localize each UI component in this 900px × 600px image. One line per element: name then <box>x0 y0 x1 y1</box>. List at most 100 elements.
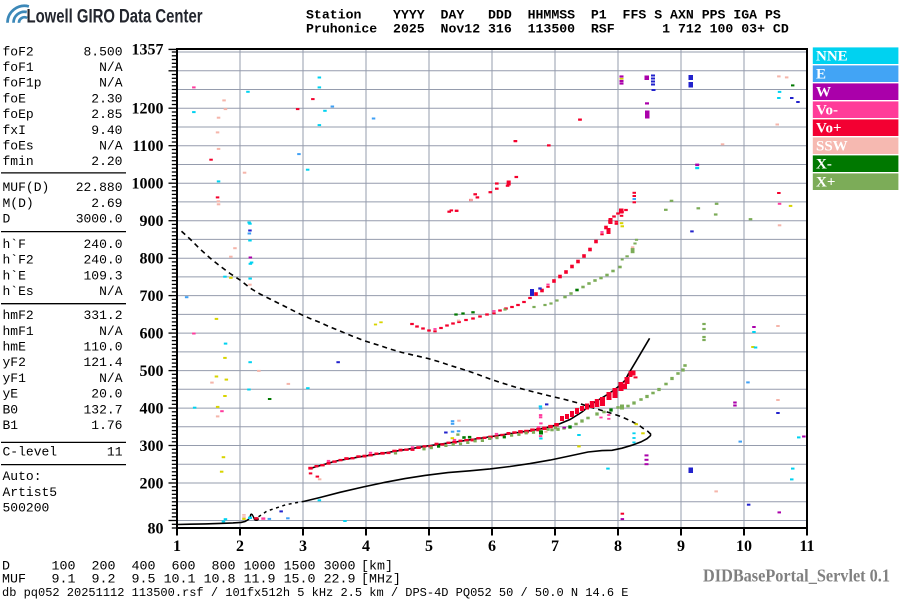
svg-text:80: 80 <box>148 520 164 537</box>
svg-text:Artist5: Artist5 <box>3 485 58 500</box>
svg-text:3000.0: 3000.0 <box>76 212 123 227</box>
svg-text:1000: 1000 <box>244 559 276 574</box>
svg-text:900: 900 <box>140 213 164 230</box>
svg-text:yE: yE <box>3 387 19 402</box>
svg-text:foF1: foF1 <box>3 60 34 75</box>
svg-text:h`Es: h`Es <box>3 284 34 299</box>
svg-text:1: 1 <box>173 538 181 555</box>
svg-text:400: 400 <box>140 400 164 417</box>
svg-text:SSW: SSW <box>816 139 848 155</box>
svg-text:1357: 1357 <box>132 42 164 59</box>
svg-text:4: 4 <box>362 538 370 555</box>
svg-text:Vo-: Vo- <box>816 103 838 119</box>
svg-text:9.40: 9.40 <box>91 123 122 138</box>
svg-text:15.0: 15.0 <box>284 571 316 586</box>
svg-text:5: 5 <box>425 538 433 555</box>
svg-text:10.1: 10.1 <box>164 571 196 586</box>
svg-text:h`F2: h`F2 <box>3 253 34 268</box>
svg-text:foF2: foF2 <box>3 44 34 59</box>
svg-text:200: 200 <box>92 559 116 574</box>
svg-text:7: 7 <box>551 538 559 555</box>
svg-text:500200: 500200 <box>3 500 50 515</box>
svg-text:foE: foE <box>3 91 27 106</box>
svg-text:11: 11 <box>107 445 123 460</box>
svg-text:[km]: [km] <box>361 559 393 574</box>
svg-text:22.9: 22.9 <box>324 571 356 586</box>
svg-text:W: W <box>816 85 831 101</box>
svg-text:N/A: N/A <box>99 60 123 75</box>
svg-text:h`F: h`F <box>3 237 26 252</box>
svg-text:MUF(D): MUF(D) <box>3 180 50 195</box>
svg-text:11: 11 <box>799 538 814 555</box>
svg-text:6: 6 <box>488 538 496 555</box>
svg-text:700: 700 <box>140 288 164 305</box>
svg-text:fxI: fxI <box>3 123 26 138</box>
svg-text:1200: 1200 <box>132 101 164 118</box>
svg-text:h`E: h`E <box>3 268 27 283</box>
svg-text:B1: B1 <box>3 418 19 433</box>
svg-text:N/A: N/A <box>99 284 123 299</box>
svg-text:M(D): M(D) <box>3 196 34 211</box>
svg-text:2.85: 2.85 <box>91 107 122 122</box>
svg-text:109.3: 109.3 <box>83 268 122 283</box>
svg-text:300: 300 <box>140 438 164 455</box>
svg-text:DIDBasePortal_Servlet 0.1: DIDBasePortal_Servlet 0.1 <box>703 566 890 586</box>
svg-text:331.2: 331.2 <box>83 308 122 323</box>
svg-text:9.1: 9.1 <box>52 571 76 586</box>
svg-text:200: 200 <box>140 475 164 492</box>
svg-text:C-level: C-level <box>3 445 58 460</box>
svg-text:db pq052 20251112 113500.rsf /: db pq052 20251112 113500.rsf / 101fx512h… <box>2 586 629 600</box>
svg-text:1100: 1100 <box>132 138 163 155</box>
svg-text:10: 10 <box>736 538 752 555</box>
svg-text:X+: X+ <box>816 175 835 191</box>
svg-text:20.0: 20.0 <box>91 387 122 402</box>
svg-text:hmF2: hmF2 <box>3 308 34 323</box>
svg-text:D: D <box>2 559 10 574</box>
svg-text:fmin: fmin <box>3 154 34 169</box>
svg-text:[MHz]: [MHz] <box>361 571 401 586</box>
svg-text:Station YYYY DAY DDD HH: Station YYYY DAY DDD HHMMSS P1 FFS S AXN… <box>306 8 781 23</box>
svg-text:E: E <box>816 67 826 83</box>
svg-text:N/A: N/A <box>99 76 123 91</box>
svg-text:Vo+: Vo+ <box>816 121 842 137</box>
svg-text:240.0: 240.0 <box>83 237 122 252</box>
svg-text:foF1p: foF1p <box>3 76 42 91</box>
svg-text:N/A: N/A <box>99 324 123 339</box>
svg-text:240.0: 240.0 <box>83 253 122 268</box>
svg-text:600: 600 <box>172 559 196 574</box>
svg-text:132.7: 132.7 <box>83 402 122 417</box>
svg-text:10.8: 10.8 <box>204 571 236 586</box>
svg-text:11.9: 11.9 <box>244 571 276 586</box>
svg-text:yF2: yF2 <box>3 355 26 370</box>
svg-text:9: 9 <box>677 538 685 555</box>
svg-text:X-: X- <box>816 157 832 173</box>
svg-text:N/A: N/A <box>99 139 123 154</box>
svg-text:foEs: foEs <box>3 139 34 154</box>
svg-text:MUF: MUF <box>2 571 26 586</box>
svg-text:110.0: 110.0 <box>83 340 122 355</box>
svg-text:9.5: 9.5 <box>132 571 156 586</box>
svg-text:D: D <box>3 212 11 227</box>
svg-text:hmE: hmE <box>3 340 27 355</box>
svg-text:8.500: 8.500 <box>83 44 122 59</box>
svg-text:500: 500 <box>140 363 164 380</box>
svg-text:600: 600 <box>140 325 164 342</box>
svg-text:foEp: foEp <box>3 107 34 122</box>
svg-text:N/A: N/A <box>99 371 123 386</box>
svg-text:B0: B0 <box>3 402 19 417</box>
svg-text:8: 8 <box>614 538 622 555</box>
svg-text:800: 800 <box>212 559 236 574</box>
svg-text:2: 2 <box>236 538 244 555</box>
svg-text:2.69: 2.69 <box>91 196 122 211</box>
svg-text:hmF1: hmF1 <box>3 324 34 339</box>
svg-text:yF1: yF1 <box>3 371 27 386</box>
svg-text:800: 800 <box>140 251 164 268</box>
svg-text:400: 400 <box>132 559 156 574</box>
svg-text:Lowell GIRO Data Center: Lowell GIRO Data Center <box>27 6 203 28</box>
svg-text:Auto:: Auto: <box>3 469 42 484</box>
svg-text:1500: 1500 <box>284 559 316 574</box>
svg-text:Pruhonice 2025 Nov12 316 11: Pruhonice 2025 Nov12 316 113500 RSF 1 71… <box>306 21 789 36</box>
svg-text:100: 100 <box>52 559 76 574</box>
svg-text:9.2: 9.2 <box>92 571 116 586</box>
svg-text:NNE: NNE <box>816 49 848 65</box>
